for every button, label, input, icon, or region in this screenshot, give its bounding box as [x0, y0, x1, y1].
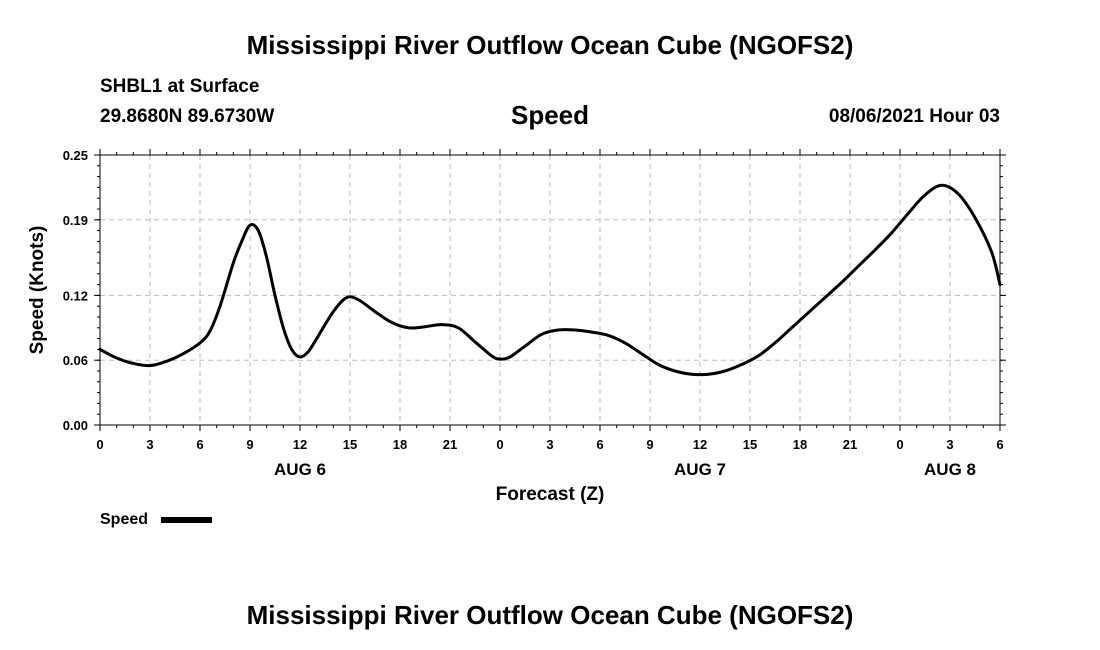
x-tick-label: 0	[896, 437, 903, 452]
x-tick-label: 0	[96, 437, 103, 452]
legend-label: Speed	[100, 511, 148, 528]
x-tick-label: 21	[843, 437, 857, 452]
x-tick-label: 6	[596, 437, 603, 452]
station-label: SHBL1 at Surface	[100, 76, 260, 97]
x-tick-label: 9	[646, 437, 653, 452]
y-tick-label: 0.19	[63, 213, 88, 228]
x-tick-label: 18	[793, 437, 807, 452]
x-tick-label: 12	[693, 437, 707, 452]
variable-title: Speed	[510, 100, 590, 130]
x-tick-label: 15	[343, 437, 357, 452]
timestamp-label: 08/06/2021 Hour 03	[828, 106, 1000, 127]
x-tick-label: 6	[196, 437, 203, 452]
day-labels: AUG 6 AUG 7 AUG 8	[274, 460, 976, 479]
x-tick-label: 18	[393, 437, 407, 452]
y-tick-label: 0.00	[63, 418, 88, 433]
x-axis-label: Forecast (Z)	[496, 484, 605, 505]
y-axis-label: Speed (Knots)	[27, 226, 48, 355]
legend-swatch	[161, 517, 212, 523]
x-tick-label: 15	[743, 437, 757, 452]
y-axis-ticks: 0.00 0.06 0.12 0.19 0.25	[63, 148, 1006, 433]
bottom-title: Mississippi River Outflow Ocean Cube (NG…	[246, 600, 854, 630]
x-tick-label: 0	[496, 437, 503, 452]
grid-lines	[100, 155, 1000, 425]
coordinates-label: 29.8680N 89.6730W	[100, 106, 275, 127]
y-tick-label: 0.25	[63, 148, 88, 163]
x-tick-label: 3	[946, 437, 953, 452]
x-tick-label: 9	[246, 437, 253, 452]
top-title: Mississippi River Outflow Ocean Cube (NG…	[246, 30, 854, 60]
y-tick-label: 0.12	[63, 288, 88, 303]
day-label: AUG 7	[674, 460, 726, 479]
y-tick-label: 0.06	[63, 353, 88, 368]
speed-series-line	[98, 183, 1002, 377]
x-tick-label: 3	[546, 437, 553, 452]
x-axis-ticks: 0 3 6 9 12 15 18 21 0 3 6 9 12 15 18 21 0 3 6	[96, 149, 1004, 452]
x-tick-label: 6	[996, 437, 1003, 452]
x-tick-label: 21	[443, 437, 457, 452]
x-tick-label: 3	[146, 437, 153, 452]
x-tick-label: 12	[293, 437, 307, 452]
day-label: AUG 8	[924, 460, 976, 479]
day-label: AUG 6	[274, 460, 326, 479]
